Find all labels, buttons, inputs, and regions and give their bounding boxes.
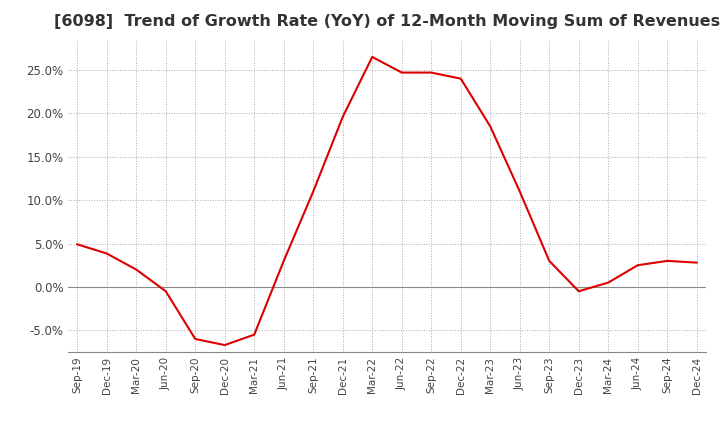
Title: [6098]  Trend of Growth Rate (YoY) of 12-Month Moving Sum of Revenues: [6098] Trend of Growth Rate (YoY) of 12-… xyxy=(54,14,720,29)
